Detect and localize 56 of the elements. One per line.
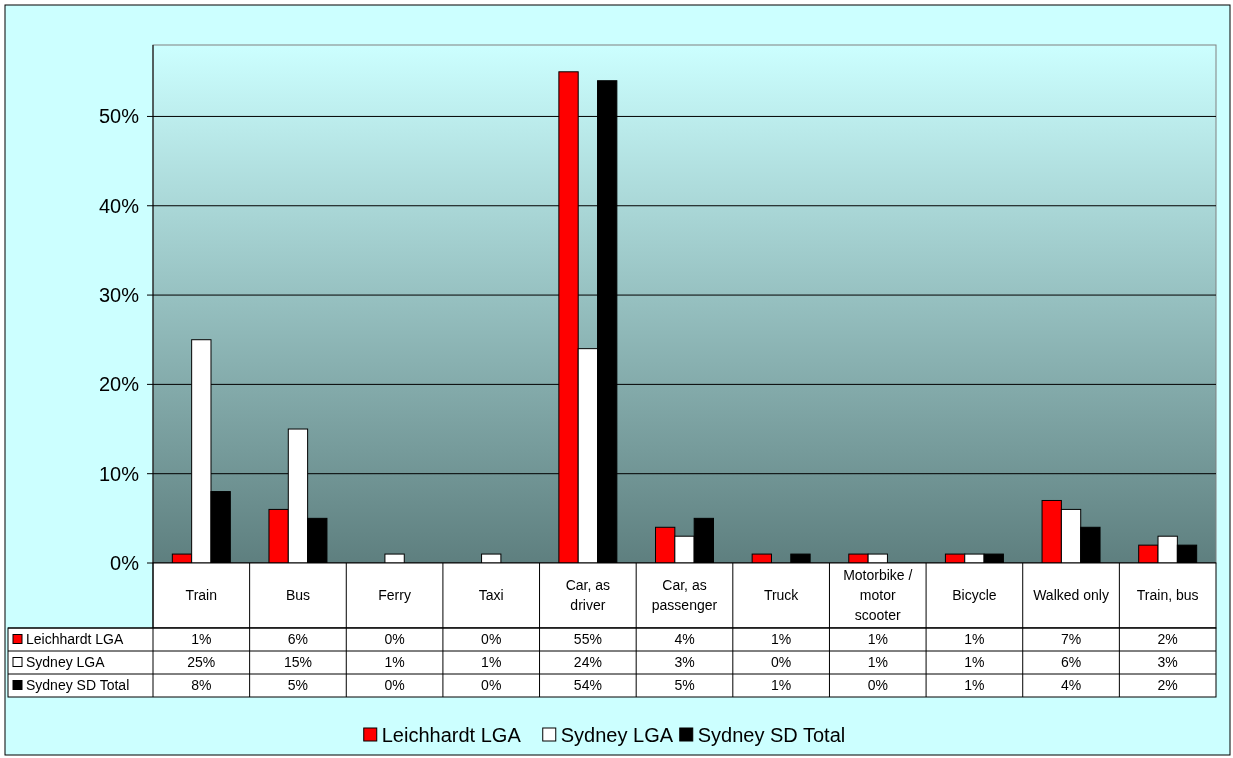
data-label: 25% — [187, 654, 216, 671]
data-label: 55% — [573, 631, 602, 648]
data-label: 1% — [191, 631, 212, 648]
data-label: 4% — [1060, 677, 1082, 694]
data-label: 54% — [573, 677, 602, 694]
x-tick-label: Bus — [285, 587, 311, 604]
data-label: 8% — [191, 677, 212, 694]
y-tick-label: 0% — [110, 552, 140, 574]
data-label: 1% — [384, 654, 405, 671]
data-label: 4% — [674, 631, 695, 648]
data-label: 7% — [1060, 631, 1082, 648]
data-label: 1% — [964, 654, 985, 671]
x-tick-label: Car, as driver — [565, 577, 611, 614]
text: Sydney SD Total — [697, 724, 846, 746]
legend-label: Sydney SD Total — [26, 677, 130, 694]
data-label: 24% — [573, 654, 602, 671]
legend-label: Sydney LGA — [26, 654, 106, 671]
data-label: 0% — [384, 677, 405, 694]
y-tick-label: 30% — [98, 284, 140, 307]
x-tick-label: Taxi — [478, 587, 504, 604]
data-label: 1% — [964, 677, 985, 694]
data-label: 1% — [771, 631, 792, 648]
data-label: 3% — [674, 654, 695, 671]
data-label: 0% — [481, 631, 502, 648]
legend-label: Leichhardt LGA — [26, 631, 124, 648]
y-tick-label: 40% — [98, 194, 140, 217]
data-label: 0% — [384, 631, 405, 648]
y-tick-label: 20% — [98, 373, 140, 396]
data-label: 6% — [1060, 654, 1082, 671]
data-label: 1% — [964, 631, 985, 648]
data-label: 3% — [1157, 654, 1178, 671]
x-tick-label: Truck — [763, 587, 800, 604]
x-tick-label: Bicycle — [952, 587, 997, 604]
data-label: 1% — [771, 677, 792, 694]
data-label: 0% — [771, 654, 792, 671]
data-label: 2% — [1157, 631, 1178, 648]
y-tick-label: 50% — [98, 105, 140, 128]
data-label: 15% — [283, 654, 312, 671]
data-label: 1% — [481, 654, 502, 671]
text: Leichhardt LGA — [381, 724, 521, 746]
x-tick-label: Train, bus — [1136, 587, 1199, 604]
x-tick-label: Ferry — [378, 587, 411, 604]
x-tick-label: Car, as passenger — [651, 577, 718, 614]
data-label: 0% — [867, 677, 888, 694]
data-label: 5% — [674, 677, 695, 694]
data-label: 6% — [287, 631, 309, 648]
y-tick-label: 10% — [98, 462, 140, 485]
data-label: 1% — [867, 654, 888, 671]
data-label: 1% — [867, 631, 888, 648]
data-label: 5% — [287, 677, 309, 694]
text: Sydney LGA — [560, 724, 674, 746]
data-label: 2% — [1157, 677, 1178, 694]
data-label: 0% — [481, 677, 502, 694]
x-tick-label: Walked only — [1033, 587, 1109, 604]
x-tick-label: Train — [185, 587, 218, 604]
x-tick-label: Motorbike / motor scooter — [843, 567, 913, 624]
